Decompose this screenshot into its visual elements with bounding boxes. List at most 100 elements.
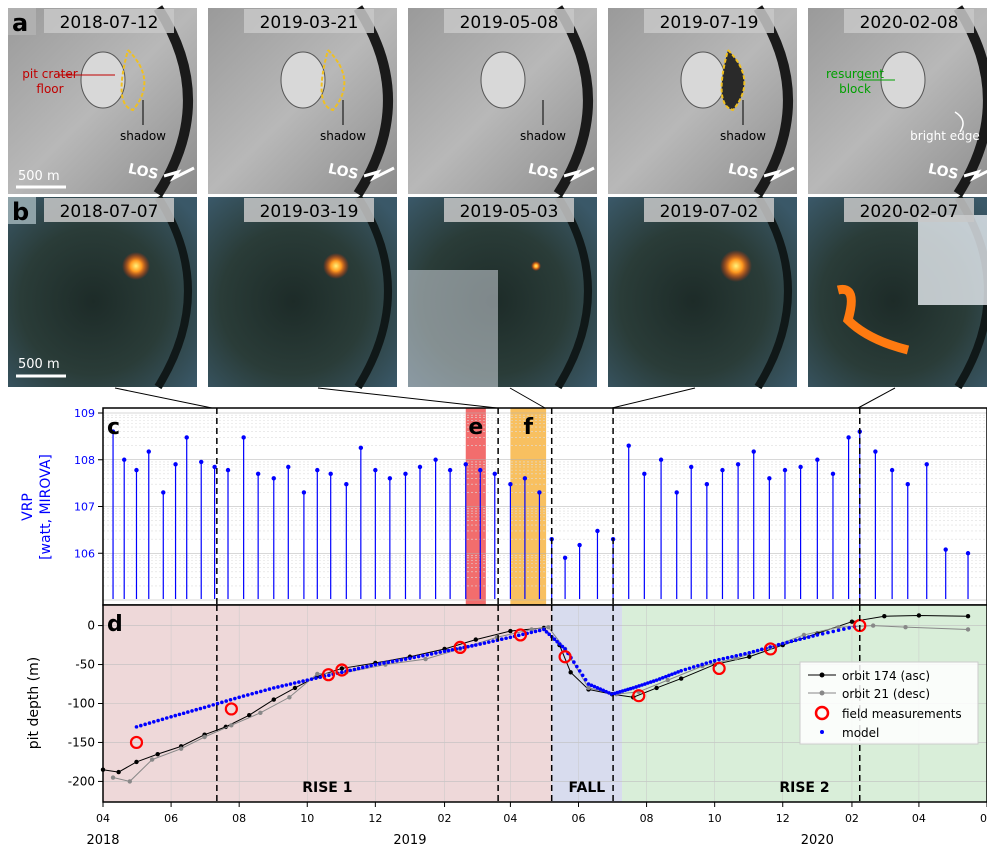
series-point-1 <box>202 734 207 740</box>
model-point <box>651 679 656 683</box>
vrp-point <box>595 528 600 534</box>
haze-layer <box>408 270 498 387</box>
series-point-1 <box>178 746 184 751</box>
model-point <box>643 682 647 686</box>
panel-a-letter-box <box>8 8 36 35</box>
vrp-point <box>241 435 246 440</box>
model-point <box>575 664 579 669</box>
bright-edge-pointer <box>954 111 964 133</box>
pit-crater-2 <box>480 51 526 109</box>
band-e-label: e <box>468 415 483 440</box>
connector-lines <box>114 387 896 409</box>
series-point-0 <box>849 619 855 624</box>
model-point <box>151 720 156 724</box>
los-arrow-icon-3 <box>763 166 795 182</box>
model-point <box>250 691 254 696</box>
model-point <box>254 690 259 695</box>
model-point <box>360 665 365 670</box>
model-point <box>228 697 233 702</box>
model-point <box>190 709 194 713</box>
legend-model: model <box>842 726 879 740</box>
panel-a-row: shadow 2018-07-12 LOS shadow 2019-03-21 LOS sh… <box>8 5 987 197</box>
panel-d-ticks: 0 -50 -100 -150 -200 04 06 08 10 12 02 04 06 08 10 12 02… <box>68 619 987 848</box>
model-point <box>552 637 557 642</box>
model-point <box>793 638 798 643</box>
model-point <box>592 684 597 689</box>
panel-c-vrp: 106 107 108 109 c e f VRP [watt, MIROVA] <box>20 407 987 606</box>
model-point <box>473 643 478 647</box>
los-arrow-icon-1 <box>363 166 395 182</box>
model-point <box>356 666 361 671</box>
xtick-label-d: 06 <box>980 812 987 825</box>
model-point <box>309 677 314 681</box>
model-point <box>134 725 139 729</box>
model-point <box>486 640 491 644</box>
scale-label-a: 500 m <box>18 169 60 184</box>
series-point-0 <box>882 614 887 619</box>
model-point <box>572 660 576 664</box>
shadow-label-0: shadow <box>120 129 166 143</box>
vrp-point <box>161 490 166 495</box>
model-point <box>826 630 830 635</box>
model-point <box>555 639 559 644</box>
model-point <box>246 693 250 697</box>
model-point <box>399 658 404 662</box>
xtick-label-d: 02 <box>845 812 859 825</box>
model-point <box>760 647 764 652</box>
ytick-label-d: -200 <box>68 774 95 788</box>
panel-b-letter-box <box>8 197 36 224</box>
model-point <box>717 657 721 662</box>
vrp-point <box>751 449 756 454</box>
vrp-point <box>562 555 568 560</box>
year-label: 2019 <box>393 833 426 848</box>
model-point <box>755 648 760 653</box>
legend-box <box>799 661 979 745</box>
model-point <box>386 660 391 665</box>
model-point <box>173 713 178 718</box>
model-point <box>390 659 395 664</box>
date-box-a-4 <box>844 9 974 33</box>
xtick-label-d: 02 <box>438 812 452 825</box>
vrp-point <box>924 462 929 467</box>
series-point-0 <box>654 685 659 691</box>
date-box-a-0 <box>44 9 174 33</box>
model-point <box>607 691 611 695</box>
vrp-point <box>537 490 542 495</box>
scale-label-b: 500 m <box>18 357 60 372</box>
model-point <box>181 711 186 716</box>
series-point-0 <box>155 751 160 757</box>
series-point-1 <box>423 656 428 662</box>
model-point <box>687 666 692 671</box>
model-point <box>215 701 220 706</box>
date-box-b-1 <box>244 198 374 222</box>
xtick-label-d: 08 <box>640 812 654 825</box>
series-point-1 <box>665 677 670 683</box>
pit-crater-0 <box>80 51 126 109</box>
vrp-point <box>943 547 948 552</box>
date-label-b-4: 2020-02-07 <box>860 202 959 222</box>
model-point <box>408 656 412 661</box>
year-label: 2018 <box>86 833 119 848</box>
model-point <box>233 696 237 701</box>
model-point <box>297 680 301 684</box>
model-point <box>768 645 772 649</box>
vrp-point <box>358 445 364 451</box>
vrp-point <box>577 542 582 548</box>
series-point-0 <box>508 628 513 634</box>
model-point <box>429 652 434 656</box>
series-point-1 <box>870 623 876 628</box>
panel-c-letter: c <box>107 415 120 440</box>
vrp-point <box>965 551 971 556</box>
xtick-label-d: 10 <box>300 812 314 825</box>
vrp-point <box>522 476 528 481</box>
date-label-b-3: 2019-07-02 <box>660 202 759 222</box>
band-f-label: f <box>523 415 533 440</box>
field-measurement <box>632 689 646 703</box>
model-point <box>589 683 594 688</box>
vrp-point <box>173 462 178 467</box>
panel-c-ylabel-line2: [watt, MIROVA] <box>38 454 54 560</box>
vrp-point <box>417 464 423 470</box>
model-point <box>267 687 272 691</box>
xtick-label-d: 12 <box>776 812 790 825</box>
ytick-label-c: 108 <box>74 454 95 467</box>
